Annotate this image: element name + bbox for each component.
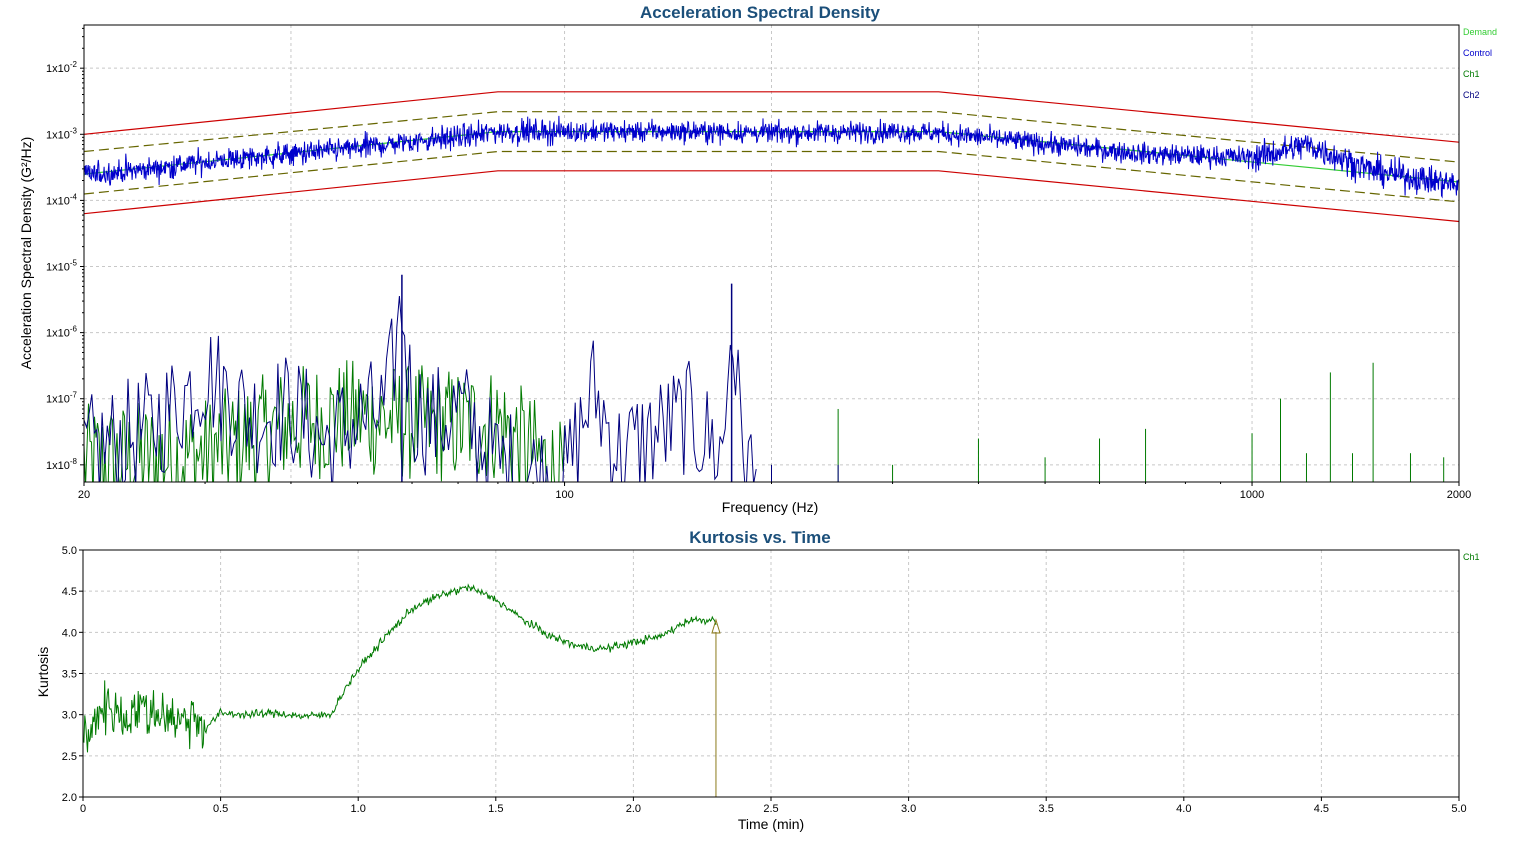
asd-series-clip <box>84 91 1459 482</box>
ch1-trace <box>84 360 565 482</box>
kurtosis-y-axis-label: Kurtosis <box>35 647 51 698</box>
kurtosis-y-tick-label: 5.0 <box>62 545 77 557</box>
asd-legend: Demand Control Ch1 Ch2 <box>1463 27 1497 100</box>
kurtosis-x-tick-label: 2.0 <box>626 803 641 815</box>
asd-y-tick-label: 1x10-6 <box>46 325 78 340</box>
kurtosis-y-tick-label: 2.5 <box>62 751 77 763</box>
asd-plot-frame <box>83 24 1460 483</box>
asd-x-tick-label: 1000 <box>1240 489 1264 501</box>
asd-legend-entry: Ch1 <box>1463 69 1480 79</box>
asd-y-axis-label: Acceleration Spectral Density (G²/Hz) <box>18 137 34 370</box>
kurtosis-y-tick-label: 4.0 <box>62 627 77 639</box>
kurtosis-y-tick-label: 3.0 <box>62 710 77 722</box>
asd-x-axis-label: Frequency (Hz) <box>722 499 818 515</box>
kurtosis-x-tick-label: 1.0 <box>351 803 366 815</box>
kurtosis-y-tick-label: 3.5 <box>62 669 77 681</box>
kurtosis-x-tick-label: 0.5 <box>213 803 228 815</box>
kurtosis-y-tick-label: 4.5 <box>62 586 77 598</box>
abort-lower-line <box>84 170 1459 223</box>
kurtosis-y-tick-label: 2.0 <box>62 792 77 804</box>
abort-upper-line <box>84 91 1459 143</box>
kurtosis-x-tick-label: 5.0 <box>1451 803 1466 815</box>
kurtosis-x-ticks: 0 0.5 1.0 1.5 2.0 2.5 3.0 3.5 4.0 4.5 5.0 <box>80 797 1467 815</box>
asd-legend-entry: Control <box>1463 48 1492 58</box>
kurtosis-x-axis-label: Time (min) <box>738 816 804 832</box>
asd-series <box>84 91 1459 482</box>
asd-x-tick-label: 2000 <box>1447 489 1471 501</box>
kurtosis-chart: Kurtosis vs. Time 2.02.53.03.54.04.55.0 … <box>35 528 1480 832</box>
asd-y-tick-label: 1x10-5 <box>46 259 78 274</box>
asd-y-tick-label: 1x10-4 <box>46 192 78 207</box>
kurtosis-x-tick-label: 4.5 <box>1314 803 1329 815</box>
kurtosis-plot-frame <box>82 549 1460 798</box>
ch2-trace <box>84 295 757 482</box>
asd-x-tick-label: 100 <box>555 489 573 501</box>
time-cursor-arrowhead[interactable] <box>711 618 721 634</box>
asd-y-tick-label: 1x10-7 <box>46 391 78 406</box>
control-trace <box>84 115 1459 199</box>
asd-y-ticks: 1x10-8 1x10-7 1x10-6 1x10-5 1x10-4 1x10-3 1x10… <box>46 27 84 472</box>
kurtosis-x-tick-label: 2.5 <box>763 803 778 815</box>
asd-gridlines <box>84 25 1459 482</box>
asd-legend-entry: Ch2 <box>1463 90 1480 100</box>
kurtosis-legend-entry: Ch1 <box>1463 552 1480 562</box>
kurtosis-legend: Ch1 <box>1463 552 1480 562</box>
asd-y-tick-label: 1x10-3 <box>46 126 78 141</box>
kurtosis-x-tick-label: 1.5 <box>488 803 503 815</box>
asd-x-tick-label: 20 <box>78 489 90 501</box>
kurtosis-x-tick-label: 4.0 <box>1176 803 1191 815</box>
asd-title: Acceleration Spectral Density <box>640 3 881 22</box>
kurtosis-y-ticks: 2.0 2.5 3.0 3.5 4.0 4.5 5.0 <box>62 545 83 804</box>
kurtosis-x-tick-label: 3.5 <box>1039 803 1054 815</box>
alarm-upper-line <box>84 111 1459 163</box>
kurtosis-title: Kurtosis vs. Time <box>689 528 830 547</box>
asd-legend-entry: Demand <box>1463 27 1497 37</box>
kurtosis-series <box>82 583 721 797</box>
kurtosis-x-tick-label: 3.0 <box>901 803 916 815</box>
alarm-lower-line <box>84 150 1459 203</box>
asd-chart: Acceleration Spectral Density 1x10-81x10… <box>18 3 1497 515</box>
kurtosis-x-tick-label: 0 <box>80 803 86 815</box>
kurtosis-ch1-trace <box>82 583 717 753</box>
asd-y-tick-label: 1x10-2 <box>46 60 78 75</box>
asd-y-tick-label: 1x10-8 <box>46 457 78 472</box>
kurtosis-gridlines <box>82 549 1460 798</box>
